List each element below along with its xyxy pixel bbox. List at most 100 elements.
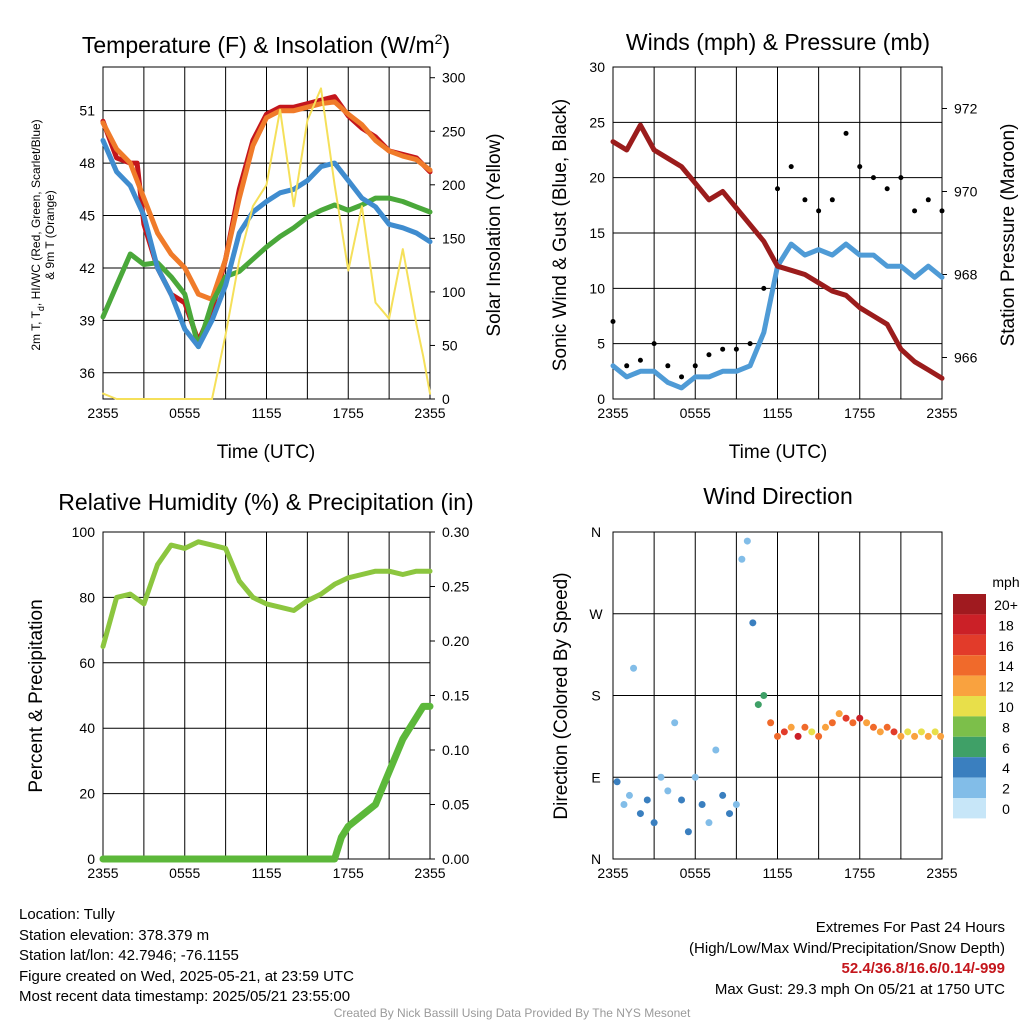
y2-tick-label: 250 [442,123,466,139]
y2-tick-label: 100 [442,284,466,300]
legend-label: 10 [998,699,1014,715]
y-tick-label: 42 [79,260,95,276]
y2-tick-label: 966 [954,350,978,366]
winds-xlabel: Time (UTC) [729,442,828,463]
direction-point [808,728,816,736]
legend-swatch [953,736,986,758]
extremes-info: Extremes For Past 24 Hours (High/Low/Max… [689,918,1005,1000]
x-tick-label: 2355 [87,865,118,881]
y-tick-label: 80 [79,589,95,605]
gust-point [925,197,931,203]
legend-swatch [953,614,986,635]
max-gust: Max Gust: 29.3 mph On 05/21 at 1750 UTC [714,980,1005,998]
temperature-title: Temperature (F) & Insolation (W/m2) [82,31,450,58]
direction-point [849,719,857,727]
legend-label: 12 [998,679,1014,695]
direction-point [691,773,699,781]
direction-point [749,619,757,627]
humidity-panel: Relative Humidity (%) & Precipitation (i… [26,489,474,881]
direction-point [698,801,706,808]
y2-tick-label: 0.30 [442,524,469,540]
legend-swatch [953,634,986,656]
pressure-ylabel: Station Pressure (Maroon) [998,124,1019,347]
gust-point [665,363,671,369]
y2-tick-label: 0.20 [442,633,469,649]
y2-tick-label: 968 [954,267,978,283]
y-tick-label: E [591,769,600,785]
y-tick-label: 15 [589,225,605,241]
y2-tick-label: 0 [442,391,450,407]
direction-point [625,791,633,799]
direction-point [917,728,925,736]
direction-point [890,728,898,736]
y-tick-label: 25 [589,114,605,130]
y2-tick-label: 300 [442,70,466,86]
direction-point [801,723,809,731]
x-tick-label: 1755 [333,405,364,421]
gust-point [829,197,835,203]
x-tick-label: 2355 [597,405,628,421]
y-tick-label: S [591,688,600,704]
y2-tick-label: 0.05 [442,797,469,813]
direction-point [828,719,836,727]
gust-point [761,285,767,291]
direction-ylabel: Direction (Colored By Speed) [551,572,572,819]
figure-created: Figure created on Wed, 2025-05-21, at 23… [19,967,354,985]
y2-tick-label: 0.15 [442,688,469,704]
legend-swatch [953,798,986,819]
gust-point [788,164,794,170]
series-line-1 [99,702,434,863]
y-tick-label: 60 [79,655,95,671]
y2-tick-label: 970 [954,184,978,200]
direction-point [671,719,679,727]
legend-label: 2 [1002,781,1010,797]
x-tick-label: 1755 [844,405,875,421]
y-tick-label: 0 [597,391,605,407]
direction-point [678,796,686,804]
legend-swatch [953,757,986,778]
y2-tick-label: 200 [442,177,466,193]
station-latlon: Station lat/lon: 42.7946; -76.1155 [19,947,239,964]
humidity-title: Relative Humidity (%) & Precipitation (i… [58,489,473,515]
y2-tick-label: 972 [954,101,978,117]
x-tick-label: 2355 [87,405,118,421]
y-tick-label: 45 [79,208,95,224]
svg-text:& 9m T (Orange): & 9m T (Orange) [43,190,57,280]
station-elevation: Station elevation: 378.379 m [19,926,210,944]
direction-point [743,537,751,545]
extremes-legend: (High/Low/Max Wind/Precipitation/Snow De… [689,939,1005,957]
recent-timestamp: Most recent data timestamp: 2025/05/21 2… [19,988,351,1005]
gust-point [802,197,808,203]
direction-point [650,819,658,827]
direction-point [726,810,734,818]
x-tick-label: 2355 [414,405,445,421]
gust-point [747,341,753,347]
series-line-2 [610,122,945,381]
legend-swatch [953,675,986,696]
direction-point [738,555,746,563]
direction-point [897,732,905,740]
direction-point [787,723,795,731]
legend-label: 0 [1002,801,1010,817]
temperature-xlabel: Time (UTC) [217,442,316,463]
gust-point [651,341,657,347]
x-tick-label: 1155 [762,405,792,421]
direction-point [842,714,850,722]
station-location: Location: Tully [19,906,115,923]
humidity-ylabel: Percent & Precipitation [26,599,47,792]
extremes-values: 52.4/36.8/16.6/0.14/-999 [841,960,1005,977]
y-tick-label: W [589,606,603,622]
y-tick-label: 10 [589,280,605,296]
gust-point [720,346,726,352]
y2-tick-label: 0.25 [442,579,469,595]
x-tick-label: 1155 [251,405,281,421]
y-tick-label: 0 [87,851,95,867]
direction-point [613,778,621,786]
direction-point [684,828,692,836]
y-tick-label: N [591,851,601,867]
direction-point [754,701,762,709]
direction-point [732,801,740,808]
y2-tick-label: 50 [442,337,458,353]
direction-point [774,732,781,740]
legend-label: 8 [1002,719,1010,735]
